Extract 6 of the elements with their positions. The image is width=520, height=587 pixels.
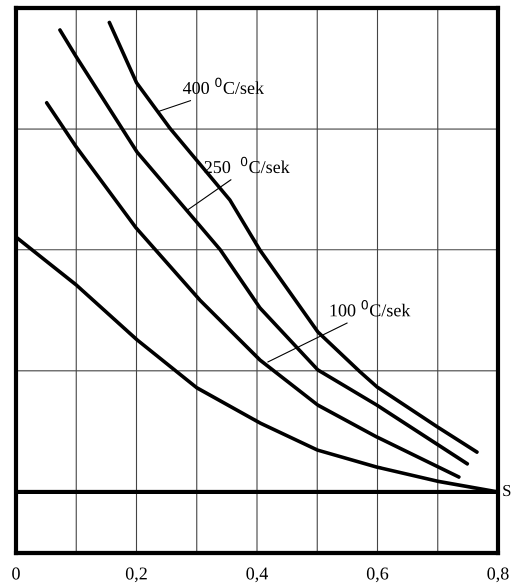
x-tick-label: 0,8 <box>487 567 509 582</box>
x-tick-label: 0,6 <box>366 567 388 582</box>
x-tick-label: 0,2 <box>126 567 147 582</box>
x-tick-label: 0 <box>12 567 20 580</box>
x-tick-label: 0,4 <box>246 567 268 582</box>
x-axis-title: S <box>503 484 510 496</box>
